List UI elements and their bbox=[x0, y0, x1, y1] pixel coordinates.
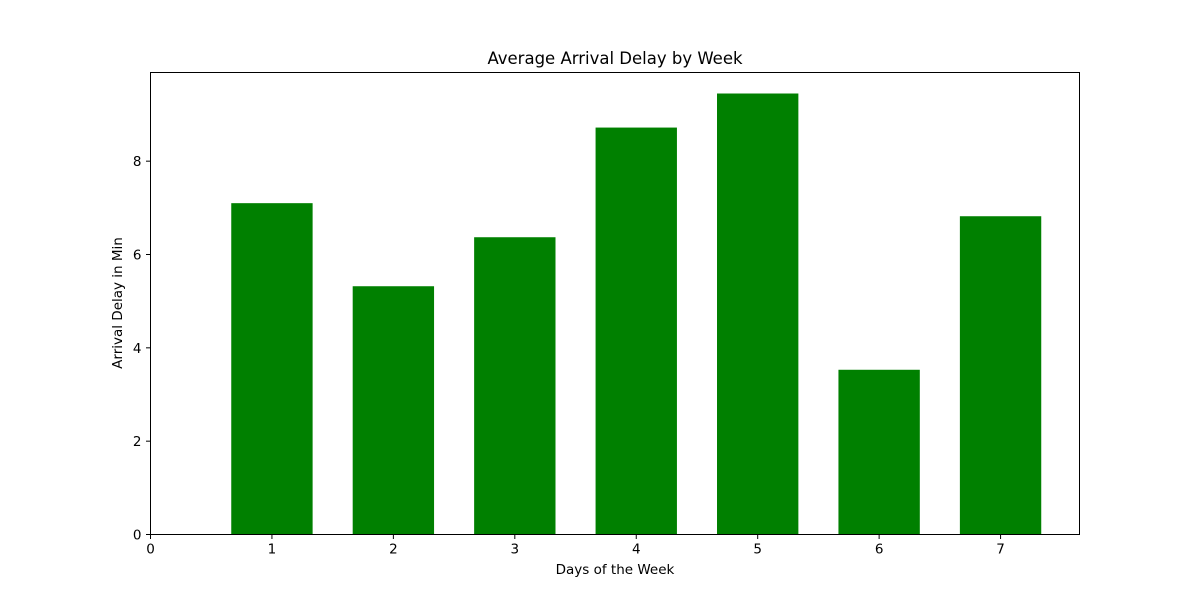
x-axis-label: Days of the Week bbox=[556, 562, 675, 578]
x-tick-label: 7 bbox=[996, 542, 1005, 558]
chart-title: Average Arrival Delay by Week bbox=[487, 49, 743, 68]
x-tick-label: 6 bbox=[875, 542, 884, 558]
x-tick-label: 3 bbox=[511, 542, 520, 558]
bar-day-2 bbox=[352, 286, 435, 535]
bar-day-6 bbox=[838, 369, 920, 535]
y-tick-label: 8 bbox=[133, 154, 142, 170]
y-axis-ticks: 0 2 4 6 8 bbox=[133, 154, 151, 544]
x-tick-label: 0 bbox=[146, 542, 155, 558]
x-tick-label: 4 bbox=[632, 542, 641, 558]
x-axis-ticks: 0 1 2 3 4 5 6 7 bbox=[146, 534, 1005, 558]
x-tick-label: 5 bbox=[753, 542, 762, 558]
plot-frame bbox=[150, 72, 1080, 535]
bar-day-7 bbox=[959, 216, 1042, 535]
x-tick-label: 1 bbox=[268, 542, 277, 558]
bar-day-5 bbox=[717, 93, 799, 535]
bar-day-4 bbox=[595, 127, 677, 535]
bar-day-3 bbox=[474, 237, 556, 535]
y-axis-label: Arrival Delay in Min bbox=[110, 237, 126, 369]
bars-group bbox=[231, 93, 1042, 535]
bar-day-1 bbox=[231, 203, 313, 535]
y-tick-label: 4 bbox=[133, 341, 142, 357]
y-tick-label: 0 bbox=[133, 528, 142, 544]
x-tick-label: 2 bbox=[389, 542, 398, 558]
y-tick-label: 6 bbox=[133, 248, 142, 264]
y-tick-label: 2 bbox=[133, 434, 142, 450]
